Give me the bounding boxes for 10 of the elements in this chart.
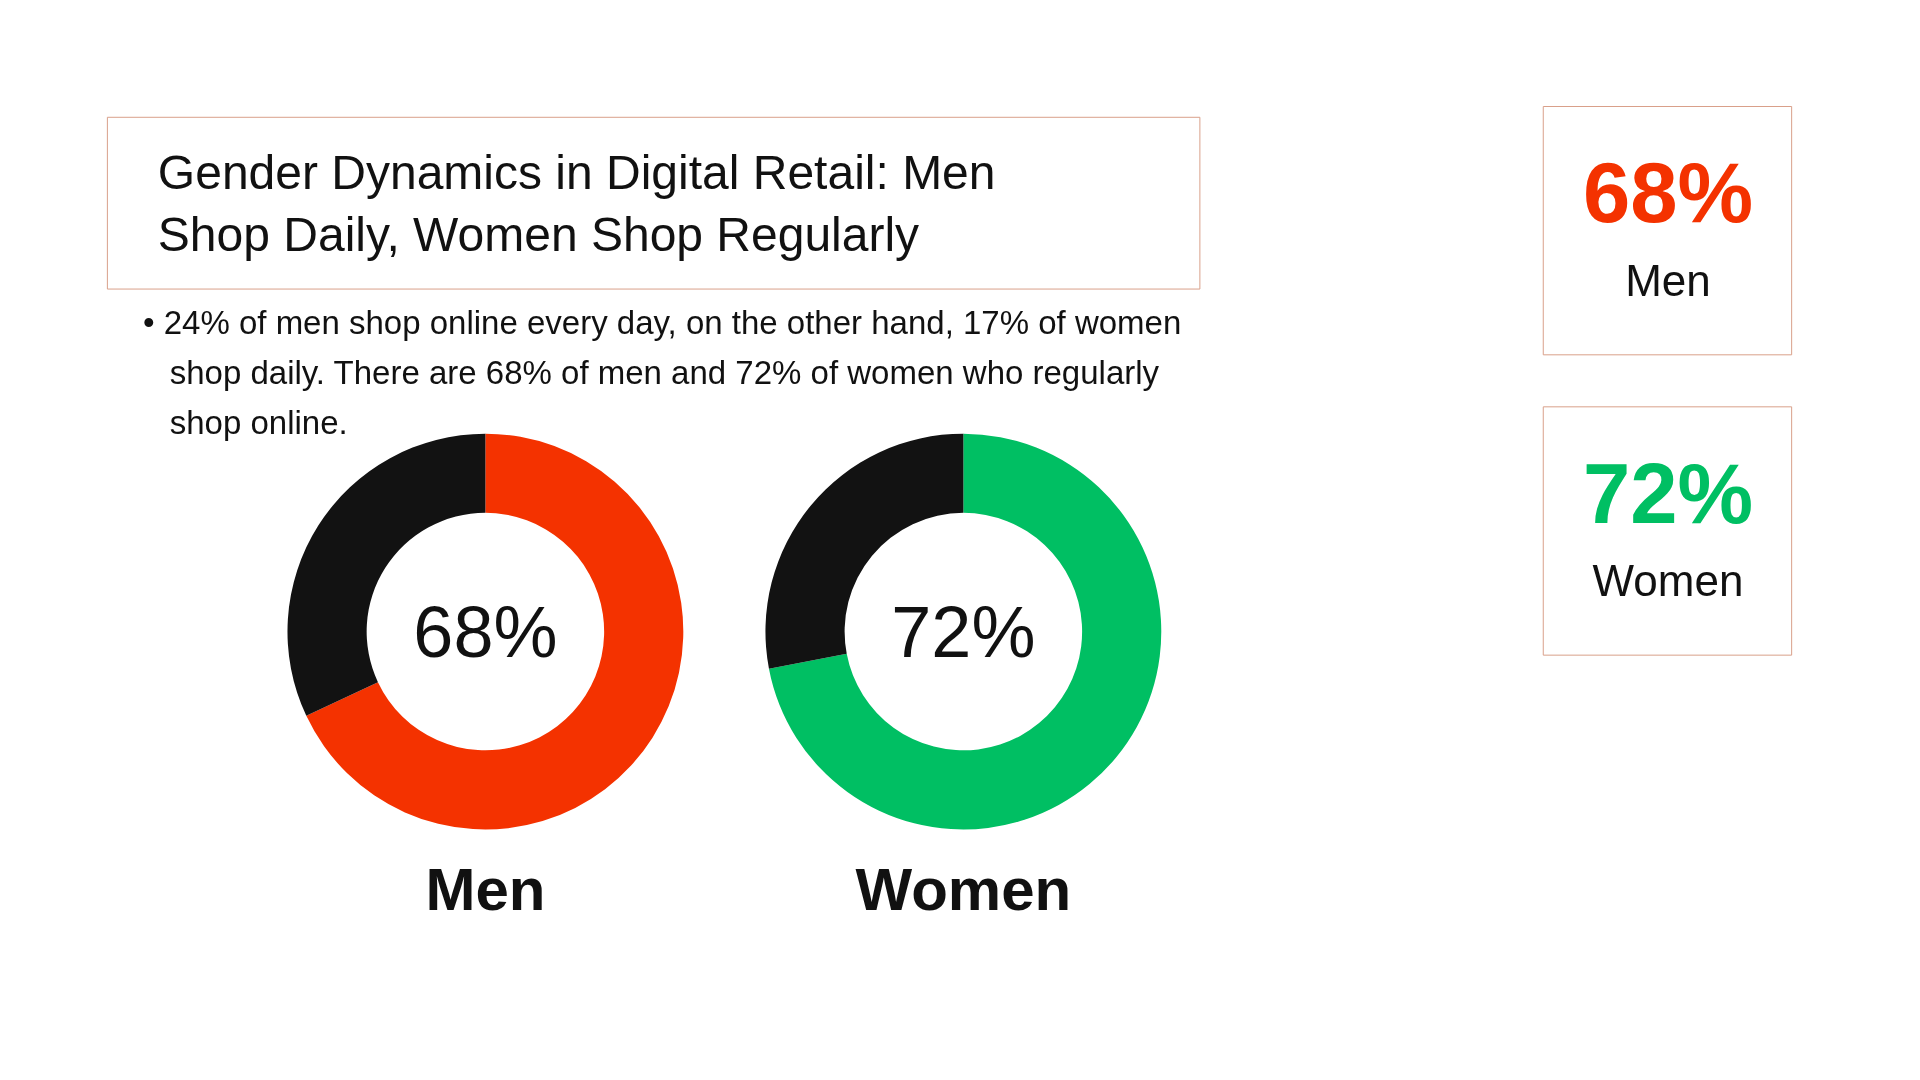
chart-subtitle: • 24% of men shop online every day, on the other hand, 17% of women shop daily. There are 68% of men and 72% of women who regularly shop online. bbox=[143, 303, 1182, 442]
text: 72% bbox=[1582, 445, 1754, 541]
text: Women bbox=[1592, 556, 1744, 606]
text: Men bbox=[425, 856, 546, 924]
text: 72% bbox=[891, 591, 1036, 672]
chart-title: Gender Dynamics in Digital Retail: Men Shop Daily, Women Shop Regularly bbox=[157, 145, 996, 261]
text: Women bbox=[855, 856, 1072, 924]
text: 68% bbox=[413, 591, 558, 672]
text: Men bbox=[1625, 255, 1711, 305]
text: 68% bbox=[1582, 145, 1754, 241]
